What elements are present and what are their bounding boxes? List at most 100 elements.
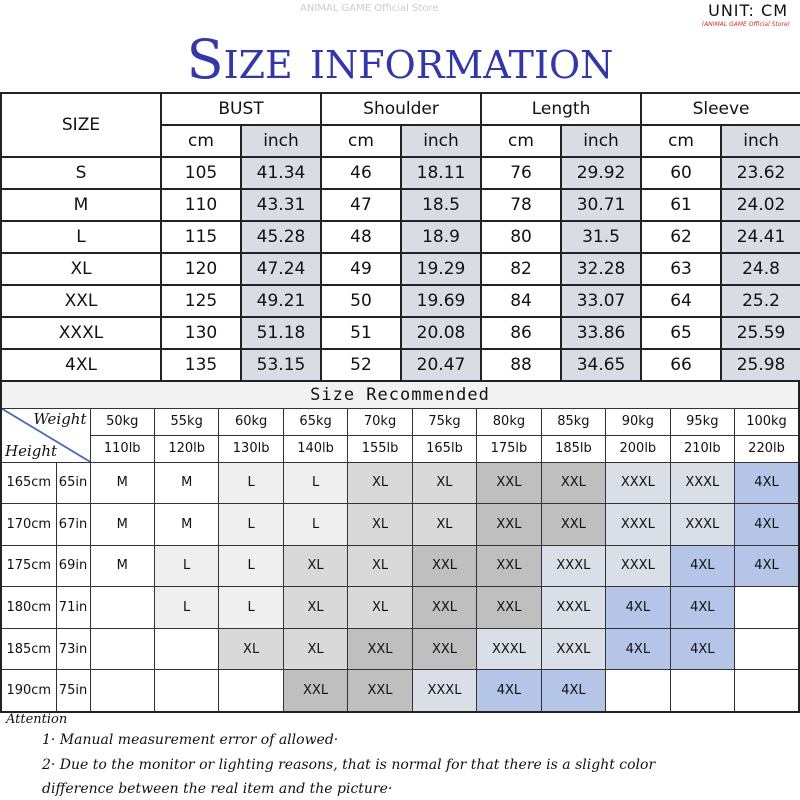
note-2: 2· Due to the monitor or lighting reason… <box>42 757 656 773</box>
size-recommend-cell <box>89 627 155 671</box>
measure-cell: 31.5 <box>560 220 643 254</box>
store-label: (ANIMAL GAME Official Store) <box>701 21 790 28</box>
measure-cell: 49.21 <box>240 284 322 318</box>
measure-cell: 45.28 <box>240 220 322 254</box>
measure-cell: 25.98 <box>720 348 800 382</box>
size-recommend-cell: XL <box>411 503 478 546</box>
measure-cell: 33.07 <box>560 284 643 318</box>
size-recommend-cell: XL <box>282 586 349 629</box>
size-recommend-table: Size Recommended Weight Height 50kg 55kg 60kg… <box>0 380 800 713</box>
weight-kg: 95kg <box>669 407 736 436</box>
size-recommend-cell <box>153 669 220 713</box>
size-recommend-cell <box>218 669 284 713</box>
measure-cell: 105 <box>160 156 242 190</box>
measure-cell: 66 <box>640 348 723 382</box>
table-row: 165cm 65in M M L L XL XL XXL XXL XXXL XXXL 4XL <box>0 461 800 505</box>
measure-cell: 125 <box>160 284 242 318</box>
measure-cell: 25.2 <box>720 284 800 318</box>
size-recommend-cell: XXL <box>411 586 478 629</box>
table-row: 175cm 69in M L L XL XL XXL XXL XXXL XXXL 4XL 4XL <box>0 544 800 588</box>
size-cell: XXL <box>0 284 162 318</box>
size-recommend-cell: XXL <box>347 669 413 713</box>
measure-cell: 48 <box>320 220 402 254</box>
size-recommend-cell: L <box>282 503 349 546</box>
table-row: XXL 125 49.21 50 19.69 84 33.07 64 25.2 <box>0 284 800 318</box>
weight-kg: 50kg <box>89 407 155 436</box>
unit-cm: cm <box>320 124 402 158</box>
size-recommend-cell: XXXL <box>669 461 736 505</box>
size-recommend-cell: XXXL <box>605 503 671 546</box>
size-cell: S <box>0 156 162 190</box>
size-recommend-cell: XXL <box>476 461 542 505</box>
size-recommend-cell: XXL <box>476 586 542 629</box>
size-recommend-cell: L <box>218 461 284 505</box>
weight-kg: 60kg <box>218 407 284 436</box>
measure-cell: 18.9 <box>399 220 483 254</box>
size-recommend-cell: XXXL <box>540 627 607 671</box>
unit-cm: cm <box>160 124 242 158</box>
measure-cell: 32.28 <box>560 252 643 286</box>
size-recommend-cell: 4XL <box>734 503 800 546</box>
size-cell: L <box>0 220 162 254</box>
measure-cell: 41.34 <box>240 156 322 190</box>
unit-cm: cm <box>640 124 723 158</box>
recommend-title: Size Recommended <box>0 380 800 409</box>
size-recommend-cell: XXL <box>540 503 607 546</box>
height-in: 75in <box>55 669 91 713</box>
weight-kg: 65kg <box>282 407 349 436</box>
size-recommend-cell: XXXL <box>540 544 607 588</box>
group-header-shoulder: Shoulder <box>319 92 483 126</box>
unit-label: UNIT: CM <box>708 1 788 20</box>
size-recommend-cell: XL <box>282 627 349 671</box>
size-recommend-cell: 4XL <box>540 669 607 713</box>
height-cm: 170cm <box>0 503 57 546</box>
size-recommend-cell <box>734 586 800 629</box>
measure-cell: 25.59 <box>720 316 800 350</box>
measure-cell: 47.24 <box>240 252 322 286</box>
size-recommend-cell: XL <box>347 461 413 505</box>
measure-cell: 130 <box>160 316 242 350</box>
weight-lb: 210lb <box>669 434 736 463</box>
measure-cell: 34.65 <box>560 348 643 382</box>
size-recommend-cell: L <box>153 586 220 629</box>
group-header-bust: BUST <box>160 92 322 126</box>
size-recommend-cell: XL <box>347 544 413 588</box>
measure-cell: 18.5 <box>399 188 483 222</box>
measure-cell: 78 <box>480 188 563 222</box>
measure-cell: 50 <box>320 284 402 318</box>
size-recommend-cell <box>153 627 220 671</box>
weight-kg: 75kg <box>411 407 478 436</box>
size-recommend-cell: 4XL <box>734 544 800 588</box>
measure-cell: 29.92 <box>560 156 643 190</box>
weight-label: Weight <box>33 409 87 428</box>
table-row: M 110 43.31 47 18.5 78 30.71 61 24.02 <box>0 188 800 222</box>
size-recommend-cell: M <box>89 503 155 546</box>
attention-title: Attention <box>6 712 68 727</box>
size-recommend-cell: M <box>153 503 220 546</box>
weight-lb: 140lb <box>282 434 349 463</box>
height-cm: 190cm <box>0 669 57 713</box>
weight-lb: 200lb <box>605 434 671 463</box>
table-row: 190cm 75in XXL XXL XXXL 4XL 4XL <box>0 669 800 713</box>
table-row: 180cm 71in L L XL XL XXL XXL XXXL 4XL 4XL <box>0 586 800 629</box>
size-recommend-cell: 4XL <box>669 627 736 671</box>
height-in: 67in <box>55 503 91 546</box>
note-3: difference between the real item and the… <box>42 781 393 797</box>
unit-inch: inch <box>240 124 322 158</box>
table-row: XL 120 47.24 49 19.29 82 32.28 63 24.8 <box>0 252 800 286</box>
measure-cell: 43.31 <box>240 188 322 222</box>
diagonal-header: Weight Height <box>0 407 91 463</box>
measure-cell: 53.15 <box>240 348 322 382</box>
size-header: SIZE <box>0 92 162 158</box>
size-recommend-cell: 4XL <box>605 586 671 629</box>
size-recommend-cell: L <box>218 503 284 546</box>
size-recommend-cell <box>605 669 671 713</box>
measure-cell: 49 <box>320 252 402 286</box>
measure-cell: 82 <box>480 252 563 286</box>
measure-cell: 65 <box>640 316 723 350</box>
measure-cell: 110 <box>160 188 242 222</box>
weight-lb: 220lb <box>734 434 800 463</box>
unit-row: cm inch cm inch cm inch cm inch <box>1 124 800 158</box>
size-recommend-cell: XXL <box>282 669 349 713</box>
size-recommend-cell: XXL <box>411 627 478 671</box>
